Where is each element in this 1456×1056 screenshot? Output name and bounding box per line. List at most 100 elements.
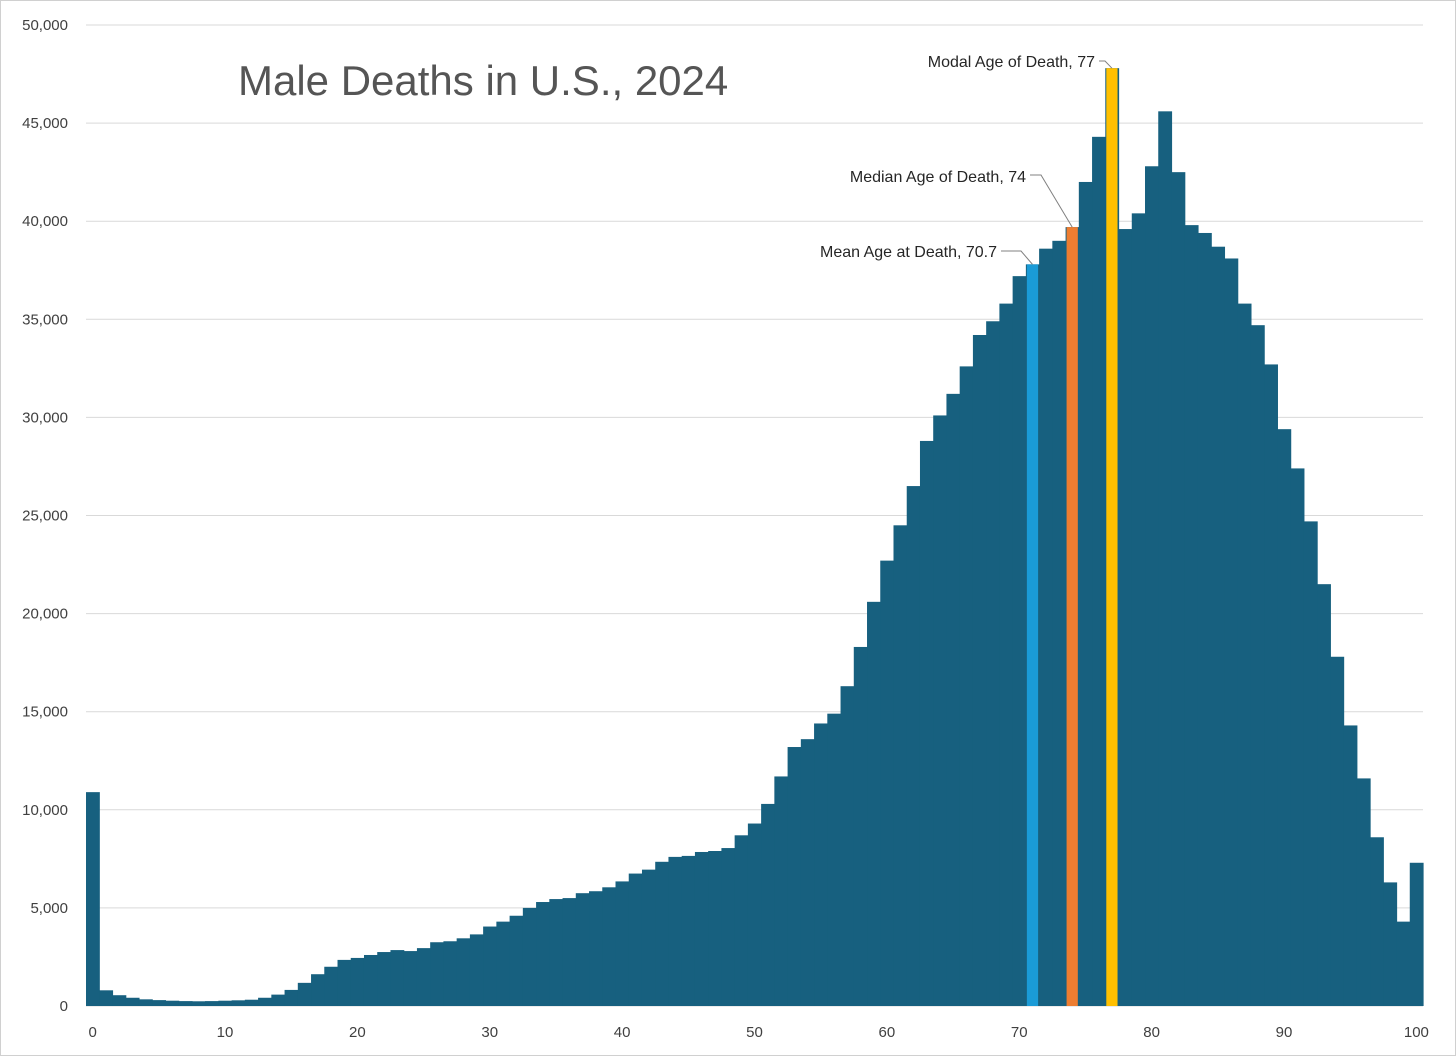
bar-age-59 — [867, 601, 881, 1006]
bar-age-34 — [536, 902, 550, 1006]
bar-age-12 — [244, 999, 259, 1006]
bar-age-11 — [231, 1000, 246, 1006]
bar-age-48 — [721, 848, 736, 1006]
bar-age-22 — [377, 952, 392, 1006]
bar-age-41 — [628, 873, 643, 1006]
median-leader-line — [1030, 174, 1073, 228]
bar-age-91 — [1290, 468, 1305, 1006]
bar-age-49 — [734, 835, 749, 1006]
bar-age-15 — [284, 989, 299, 1006]
bar-age-64 — [933, 415, 948, 1006]
bar-age-9 — [205, 1001, 219, 1006]
bar-age-0 — [86, 792, 100, 1006]
x-tick-label: 30 — [481, 1024, 498, 1041]
bar-age-83 — [1184, 225, 1199, 1006]
bar-age-23 — [390, 950, 405, 1006]
bar-age-35 — [549, 899, 564, 1006]
bar-age-58 — [853, 646, 868, 1006]
mean-bar — [1026, 264, 1039, 1006]
bar-age-10 — [218, 1000, 233, 1006]
bar-age-57 — [840, 686, 855, 1006]
y-tick-label: 35,000 — [22, 311, 68, 328]
chart-title: Male Deaths in U.S., 2024 — [238, 57, 728, 104]
bar-age-43 — [655, 861, 670, 1006]
bar-age-46 — [694, 851, 709, 1006]
bar-series — [86, 68, 1424, 1007]
bar-age-51 — [761, 803, 775, 1006]
x-tick-label: 100 — [1404, 1024, 1429, 1041]
bar-age-66 — [959, 366, 974, 1006]
bar-age-47 — [708, 851, 723, 1006]
bar-age-25 — [416, 948, 431, 1006]
bar-age-28 — [456, 938, 471, 1006]
y-tick-label: 40,000 — [22, 213, 68, 230]
bar-age-53 — [787, 747, 802, 1006]
bar-age-76 — [1092, 136, 1106, 1007]
bar-age-54 — [800, 739, 815, 1006]
bar-age-89 — [1264, 364, 1278, 1006]
mode-annotation: Modal Age of Death, 77 — [928, 54, 1095, 71]
y-tick-label: 10,000 — [22, 802, 68, 819]
bar-age-2 — [112, 995, 127, 1006]
bar-age-81 — [1158, 111, 1173, 1006]
median-annotation: Median Age of Death, 74 — [850, 169, 1026, 186]
bar-age-56 — [827, 713, 842, 1006]
mode-bar — [1106, 68, 1118, 1006]
x-tick-label: 60 — [879, 1024, 896, 1041]
bar-age-78 — [1118, 229, 1133, 1007]
bar-age-70 — [1012, 276, 1027, 1006]
x-tick-label: 20 — [349, 1024, 366, 1041]
x-tick-label: 80 — [1143, 1024, 1160, 1041]
bar-age-100 — [1409, 862, 1424, 1006]
x-tick-label: 0 — [88, 1024, 96, 1041]
y-tick-label: 20,000 — [22, 606, 68, 623]
bar-age-38 — [589, 891, 603, 1006]
bar-age-4 — [138, 999, 153, 1006]
bar-age-72 — [1039, 248, 1053, 1007]
bar-age-52 — [774, 776, 789, 1006]
bar-age-92 — [1303, 521, 1318, 1006]
bar-age-85 — [1211, 246, 1226, 1006]
bar-age-75 — [1078, 181, 1093, 1006]
bar-age-82 — [1171, 172, 1186, 1006]
bar-age-73 — [1052, 240, 1067, 1006]
y-tick-label: 50,000 — [22, 17, 68, 34]
y-tick-label: 5,000 — [30, 900, 68, 917]
bar-age-79 — [1131, 213, 1146, 1007]
bar-age-6 — [165, 1000, 180, 1006]
bar-age-26 — [430, 942, 445, 1006]
bar-age-1 — [99, 990, 114, 1006]
bar-age-39 — [602, 887, 617, 1006]
bar-age-42 — [641, 869, 656, 1006]
bar-age-98 — [1383, 882, 1398, 1006]
mode-leader-line — [1099, 60, 1113, 69]
bar-age-13 — [258, 997, 272, 1006]
bar-age-88 — [1250, 325, 1265, 1006]
bar-age-19 — [337, 959, 352, 1006]
x-tick-label: 90 — [1276, 1024, 1293, 1041]
x-axis: 0 10 20 30 40 50 60 70 80 90 100 — [88, 1024, 1428, 1041]
bar-age-95 — [1343, 725, 1358, 1006]
y-axis: 0 5,000 10,000 15,000 20,000 25,000 30,000 35,0… — [22, 17, 68, 1015]
median-bar — [1066, 227, 1078, 1006]
bar-age-68 — [986, 321, 1000, 1007]
bar-age-94 — [1330, 656, 1345, 1006]
bar-age-17 — [311, 974, 325, 1006]
bar-age-3 — [125, 997, 140, 1006]
mean-annotation: Mean Age at Death, 70.7 — [820, 244, 997, 261]
bar-age-20 — [350, 957, 365, 1006]
bar-age-32 — [509, 915, 524, 1006]
bar-age-84 — [1197, 232, 1212, 1007]
bar-age-67 — [972, 334, 987, 1007]
bar-age-65 — [946, 393, 961, 1007]
bar-age-93 — [1317, 584, 1331, 1006]
x-tick-label: 40 — [614, 1024, 631, 1041]
bar-age-31 — [496, 921, 511, 1006]
bar-age-37 — [575, 893, 590, 1006]
bar-age-29 — [469, 934, 484, 1006]
bar-age-27 — [443, 941, 458, 1006]
bar-age-45 — [681, 855, 696, 1006]
gridlines — [86, 24, 1423, 1007]
